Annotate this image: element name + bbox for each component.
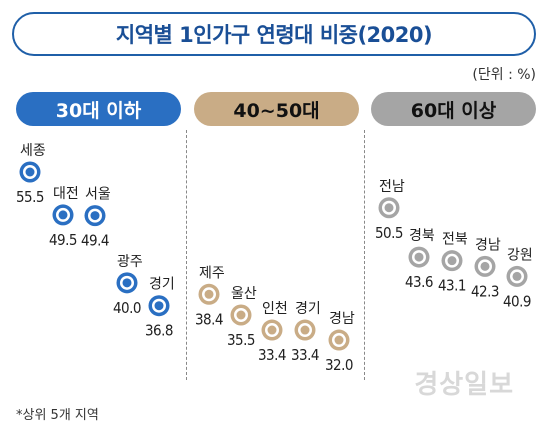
data-point-2-1: 경북 43.6 [405, 228, 435, 291]
group-divider-right [364, 130, 365, 380]
region-label: 울산 [231, 286, 257, 302]
region-label: 광주 [117, 254, 143, 270]
marker-inner [267, 325, 277, 335]
data-point-1-0: 제주 38.4 [195, 265, 225, 328]
value-label: 38.4 [195, 310, 223, 328]
region-label: 경기 [149, 277, 175, 293]
value-label: 55.5 [16, 188, 44, 206]
value-label: 43.1 [438, 277, 466, 295]
region-label: 경남 [475, 237, 501, 253]
region-label: 전북 [442, 232, 468, 248]
data-point-1-2: 인천 33.4 [258, 301, 288, 364]
data-point-1-3: 경기 33.4 [291, 301, 321, 364]
marker-inner [236, 310, 246, 320]
value-label: 42.3 [471, 282, 499, 300]
region-label: 세종 [20, 143, 46, 159]
marker-inner [154, 301, 164, 311]
region-label: 경기 [295, 301, 321, 317]
group-header-under-30s: 30대 이하 [16, 92, 181, 126]
marker-inner [204, 289, 214, 299]
region-label: 대전 [53, 186, 79, 202]
marker-inner [384, 203, 394, 213]
marker-inner [58, 210, 68, 220]
region-label: 전남 [379, 179, 405, 195]
value-label: 36.8 [145, 322, 173, 340]
region-label: 경남 [329, 311, 355, 327]
footnote: *상위 5개 지역 [16, 408, 99, 423]
value-label: 49.4 [81, 232, 109, 250]
value-label: 33.4 [258, 346, 286, 364]
marker-inner [447, 256, 457, 266]
marker-inner [300, 325, 310, 335]
data-point-2-2: 전북 43.1 [438, 232, 468, 295]
group-header-60s-plus: 60대 이상 [371, 92, 536, 126]
group-divider-left [186, 130, 187, 380]
data-point-1-4: 경남 32.0 [325, 311, 355, 374]
data-point-2-0: 전남 50.5 [375, 179, 405, 242]
marker-inner [334, 335, 344, 345]
region-label: 강원 [507, 247, 533, 263]
unit-label: (단위 : %) [472, 67, 536, 83]
data-point-0-1: 대전 49.5 [49, 186, 79, 249]
region-label: 제주 [199, 265, 225, 281]
marker-inner [512, 271, 522, 281]
data-point-2-3: 경남 42.3 [471, 237, 501, 300]
marker-inner [122, 278, 132, 288]
region-label: 경북 [409, 228, 435, 244]
publisher-watermark: 경상일보 [414, 370, 514, 400]
marker-inner [480, 261, 490, 271]
data-point-0-4: 경기 36.8 [145, 277, 175, 340]
chart-title: 지역별 1인가구 연령대 비중(2020) [12, 12, 536, 56]
value-label: 35.5 [227, 331, 255, 349]
value-label: 40.0 [113, 299, 141, 317]
group-header-40s-50s: 40~50대 [194, 92, 359, 126]
marker-inner [90, 211, 100, 221]
value-label: 49.5 [49, 231, 77, 249]
region-label: 서울 [85, 187, 111, 203]
data-point-0-2: 서울 49.4 [81, 187, 111, 250]
marker-inner [25, 167, 35, 177]
value-label: 40.9 [503, 292, 531, 310]
data-point-2-4: 강원 40.9 [503, 247, 533, 310]
region-label: 인천 [262, 301, 288, 317]
value-label: 33.4 [291, 346, 319, 364]
marker-inner [414, 252, 424, 262]
data-point-0-3: 광주 40.0 [113, 254, 143, 317]
value-label: 50.5 [375, 224, 403, 242]
value-label: 43.6 [405, 273, 433, 291]
value-label: 32.0 [325, 356, 353, 374]
data-point-1-1: 울산 35.5 [227, 286, 257, 349]
data-point-0-0: 세종 55.5 [16, 143, 46, 206]
